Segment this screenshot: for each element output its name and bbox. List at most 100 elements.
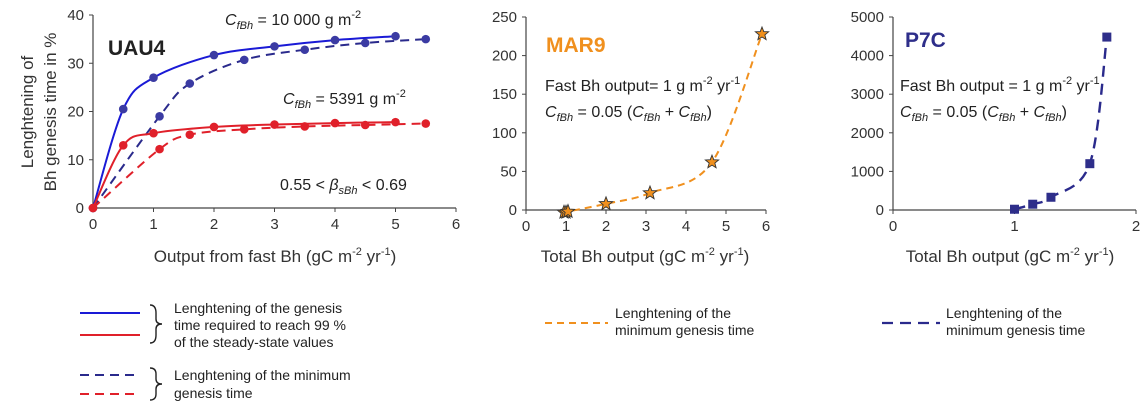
legend-text-mar9-line-1: Lenghtening of the	[615, 305, 731, 321]
data-point-star	[754, 25, 770, 41]
data-point-circle	[421, 119, 431, 128]
plot-area-p7c: 0 1 2 0 1000 2000 3000 4000 5000	[851, 9, 1141, 235]
legend-text-mar9-line-2: minimum genesis time	[615, 322, 754, 338]
data-point-circle	[118, 140, 128, 150]
data-point-star	[598, 195, 614, 211]
y-tick-label: 100	[492, 125, 517, 142]
annotation-fast-output-mar9: Fast Bh output= 1 g m-2 yr-1	[545, 75, 740, 95]
x-tick-label: 2	[1132, 218, 1140, 235]
legend-text-group-1-line-1: Lenghtening of the genesis	[174, 300, 342, 316]
data-point-circle	[209, 122, 219, 132]
data-point-circle	[155, 112, 164, 121]
y-tick-label: 4000	[851, 48, 884, 65]
data-point-circle	[185, 130, 195, 139]
annotation-fast-output-p7c: Fast Bh output = 1 g m-2 yr-1	[900, 75, 1100, 95]
annotation-c-fbh-high: CfBh = 10 000 g m-2	[225, 9, 361, 32]
data-point-circle	[209, 50, 219, 60]
data-point-star	[642, 184, 658, 200]
data-point-circle	[239, 55, 249, 65]
series-line-0-3	[92, 122, 426, 209]
data-point-square	[1010, 204, 1019, 214]
y-tick-label: 1000	[851, 163, 884, 180]
legend-text-group-2-line-1: Lenghtening of the minimum	[174, 367, 351, 383]
ylabel-line-2: Bh genesis time in %	[41, 33, 60, 192]
x-tick-label: 0	[522, 218, 530, 235]
data-point-star	[560, 203, 576, 219]
y-tick-label: 30	[67, 55, 84, 72]
xlabel-p7c: Total Bh output (gC m-2 yr-1)	[906, 246, 1115, 266]
legend-brace-2	[149, 367, 163, 401]
y-tick-label: 0	[876, 202, 884, 219]
y-tick-label: 250	[492, 9, 517, 26]
x-tick-label: 6	[452, 216, 460, 233]
x-tick-label: 0	[889, 218, 897, 235]
y-tick-label: 0	[76, 200, 84, 217]
x-tick-label: 0	[89, 216, 97, 233]
y-tick-label: 3000	[851, 86, 884, 103]
panel-title-uau4: UAU4	[108, 37, 165, 60]
legend: Lenghtening of the genesis time required…	[80, 300, 1085, 401]
x-tick-label: 1	[1010, 218, 1018, 235]
series-line-1-0	[563, 33, 763, 214]
y-tick-label: 0	[509, 202, 517, 219]
xlabel-uau4: Output from fast Bh (gC m-2 yr-1)	[154, 246, 397, 266]
panel-mar9: 0 1 2 3 4 5 6 0 50 100 150 200 250 MAR9 Total Bh out…	[492, 9, 770, 266]
y-tick-label: 2000	[851, 125, 884, 142]
data-point-circle	[391, 31, 400, 41]
data-point-square	[1085, 159, 1095, 169]
annotation-cfbh-p7c: CfBh = 0.05 (CfBh + CfBh)	[900, 104, 1067, 124]
legend-text-group-1-line-2: time required to reach 99 %	[174, 317, 346, 333]
data-point-star	[704, 153, 720, 169]
x-tick-label: 3	[642, 218, 650, 235]
x-tick-label: 2	[602, 218, 610, 235]
data-point-circle	[330, 35, 340, 45]
annotation-beta: 0.55 < βsBh < 0.69	[280, 177, 407, 197]
data-point-square	[1046, 192, 1056, 202]
x-tick-label: 6	[762, 218, 770, 235]
data-point-circle	[300, 45, 310, 55]
data-point-circle	[118, 104, 128, 114]
y-tick-label: 20	[67, 104, 84, 121]
ylabel-line-1: Lenghtening of	[18, 55, 37, 168]
data-point-circle	[149, 128, 158, 138]
x-tick-label: 1	[562, 218, 570, 235]
data-point-circle	[270, 42, 279, 51]
plot-area-mar9: 0 1 2 3 4 5 6 0 50 100 150 200 250	[492, 9, 770, 235]
data-point-circle	[185, 79, 195, 88]
x-tick-label: 4	[331, 216, 339, 233]
y-tick-label: 50	[500, 163, 517, 180]
data-point-square	[1028, 199, 1038, 209]
panel-title-mar9: MAR9	[546, 34, 606, 57]
legend-text-p7c-line-2: minimum genesis time	[946, 322, 1085, 338]
xlabel-mar9: Total Bh output (gC m-2 yr-1)	[541, 246, 750, 266]
data-point-circle	[88, 203, 98, 213]
data-point-circle	[239, 125, 249, 134]
y-tick-label: 5000	[851, 9, 884, 26]
panel-p7c: 0 1 2 0 1000 2000 3000 4000 5000 P7C Total Bh ou…	[851, 9, 1141, 266]
x-tick-label: 5	[391, 216, 399, 233]
annotation-cfbh-mar9: CfBh = 0.05 (CfBh + CfBh)	[545, 104, 712, 124]
x-tick-label: 3	[270, 216, 278, 233]
panel-uau4: 0 1 2 3 4 5 6 0 10 20 30 40 UAU4 Lenghtening of Bh …	[18, 7, 460, 266]
data-point-circle	[360, 38, 370, 48]
data-point-square	[1102, 32, 1112, 42]
data-point-circle	[149, 73, 158, 83]
data-point-circle	[360, 120, 370, 130]
x-tick-label: 5	[722, 218, 730, 235]
legend-text-p7c-line-1: Lenghtening of the	[946, 305, 1062, 321]
y-tick-label: 40	[67, 7, 84, 24]
plot-area-uau4: 0 1 2 3 4 5 6 0 10 20 30 40	[67, 7, 460, 233]
x-tick-label: 4	[682, 218, 690, 235]
x-tick-label: 2	[210, 216, 218, 233]
y-tick-label: 200	[492, 48, 517, 65]
data-point-circle	[155, 144, 164, 154]
y-tick-label: 10	[67, 152, 84, 169]
data-point-circle	[300, 122, 310, 131]
legend-brace-1	[149, 304, 163, 344]
legend-text-group-2-line-2: genesis time	[174, 385, 253, 401]
data-point-circle	[421, 34, 431, 44]
x-tick-label: 1	[149, 216, 157, 233]
annotation-c-fbh-low: CfBh = 5391 g m-2	[283, 88, 406, 111]
legend-text-group-1-line-3: of the steady-state values	[174, 334, 334, 350]
